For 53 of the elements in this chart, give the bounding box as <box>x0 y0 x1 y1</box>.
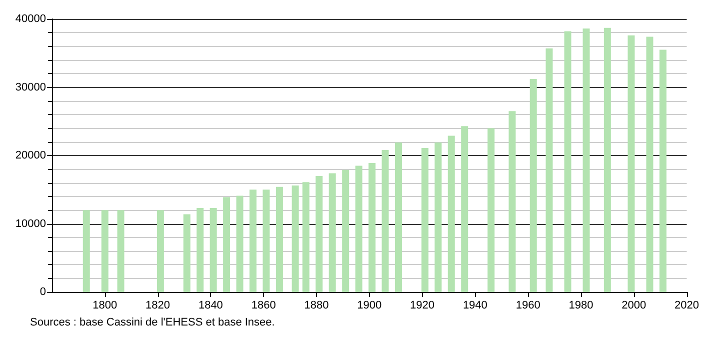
bar <box>302 182 310 292</box>
x-tick-label: 1880 <box>304 300 329 312</box>
x-tick-label: 1860 <box>251 300 276 312</box>
bar <box>564 31 572 292</box>
bar <box>236 196 244 292</box>
bar <box>262 190 270 292</box>
y-tick-label: 20000 <box>15 150 46 162</box>
bar <box>342 170 350 292</box>
bar <box>328 173 336 292</box>
y-tick-label: 0 <box>40 286 46 298</box>
y-tick-label: 30000 <box>15 81 46 94</box>
x-tick-label: 2000 <box>622 300 646 312</box>
bar <box>117 210 124 292</box>
bar <box>355 166 362 292</box>
x-tick-label: 1820 <box>146 300 170 312</box>
x-tick-label: 1960 <box>516 300 540 312</box>
bar <box>223 197 230 292</box>
bar <box>183 214 190 292</box>
bar <box>82 210 90 292</box>
bar <box>508 111 516 292</box>
bar <box>546 48 553 292</box>
bar <box>461 126 468 292</box>
bar <box>488 128 495 292</box>
bar <box>448 136 455 292</box>
y-tick-label: 10000 <box>15 218 46 230</box>
x-tick-label: 2020 <box>674 300 700 312</box>
bar <box>368 163 376 292</box>
bar <box>276 186 283 292</box>
bar <box>156 210 164 292</box>
y-tick-label: 40000 <box>15 13 46 25</box>
bar <box>382 150 389 292</box>
bar <box>394 142 402 292</box>
bar <box>582 28 590 292</box>
bar <box>292 186 299 292</box>
bar <box>316 176 323 292</box>
source-note: Sources : base Cassini de l'EHESS et base Insee. <box>30 316 275 328</box>
bar <box>530 79 537 292</box>
x-tick-label: 1800 <box>92 300 118 312</box>
bar <box>196 208 204 292</box>
x-tick-label: 1980 <box>568 300 594 312</box>
bar <box>210 208 217 292</box>
x-tick-label: 1840 <box>198 300 223 312</box>
bar <box>434 142 442 292</box>
bar <box>628 35 635 292</box>
bar <box>101 210 108 292</box>
x-tick-label: 1920 <box>410 300 435 312</box>
x-tick-label: 1900 <box>357 300 382 312</box>
bar <box>421 148 428 292</box>
bar <box>646 36 654 292</box>
bar <box>604 28 611 292</box>
bar <box>250 190 257 292</box>
bar <box>659 50 666 292</box>
x-tick-label: 1940 <box>462 300 488 312</box>
